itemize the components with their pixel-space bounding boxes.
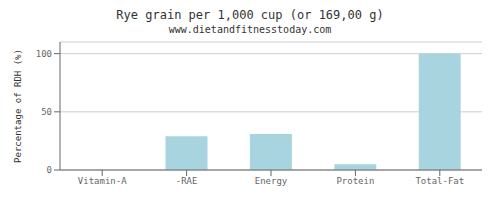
svg-text:50: 50 [41, 107, 52, 117]
svg-text:Total-Fat: Total-Fat [415, 176, 464, 186]
svg-text:Percentage of RDH (%): Percentage of RDH (%) [13, 49, 23, 163]
svg-text:-RAE: -RAE [176, 176, 198, 186]
svg-text:100: 100 [36, 49, 52, 59]
svg-text:Protein: Protein [336, 176, 374, 186]
html-text:www.dietandfitnesstoday.com: www.dietandfitnesstoday.com [168, 24, 332, 35]
html-text:Rye grain per 1,000 cup (or 16: Rye grain per 1,000 cup (or 169,00 g) [116, 8, 384, 22]
svg-text:Energy: Energy [255, 176, 288, 186]
svg-text:0: 0 [47, 165, 52, 175]
svg-text:Vitamin-A: Vitamin-A [78, 176, 127, 186]
